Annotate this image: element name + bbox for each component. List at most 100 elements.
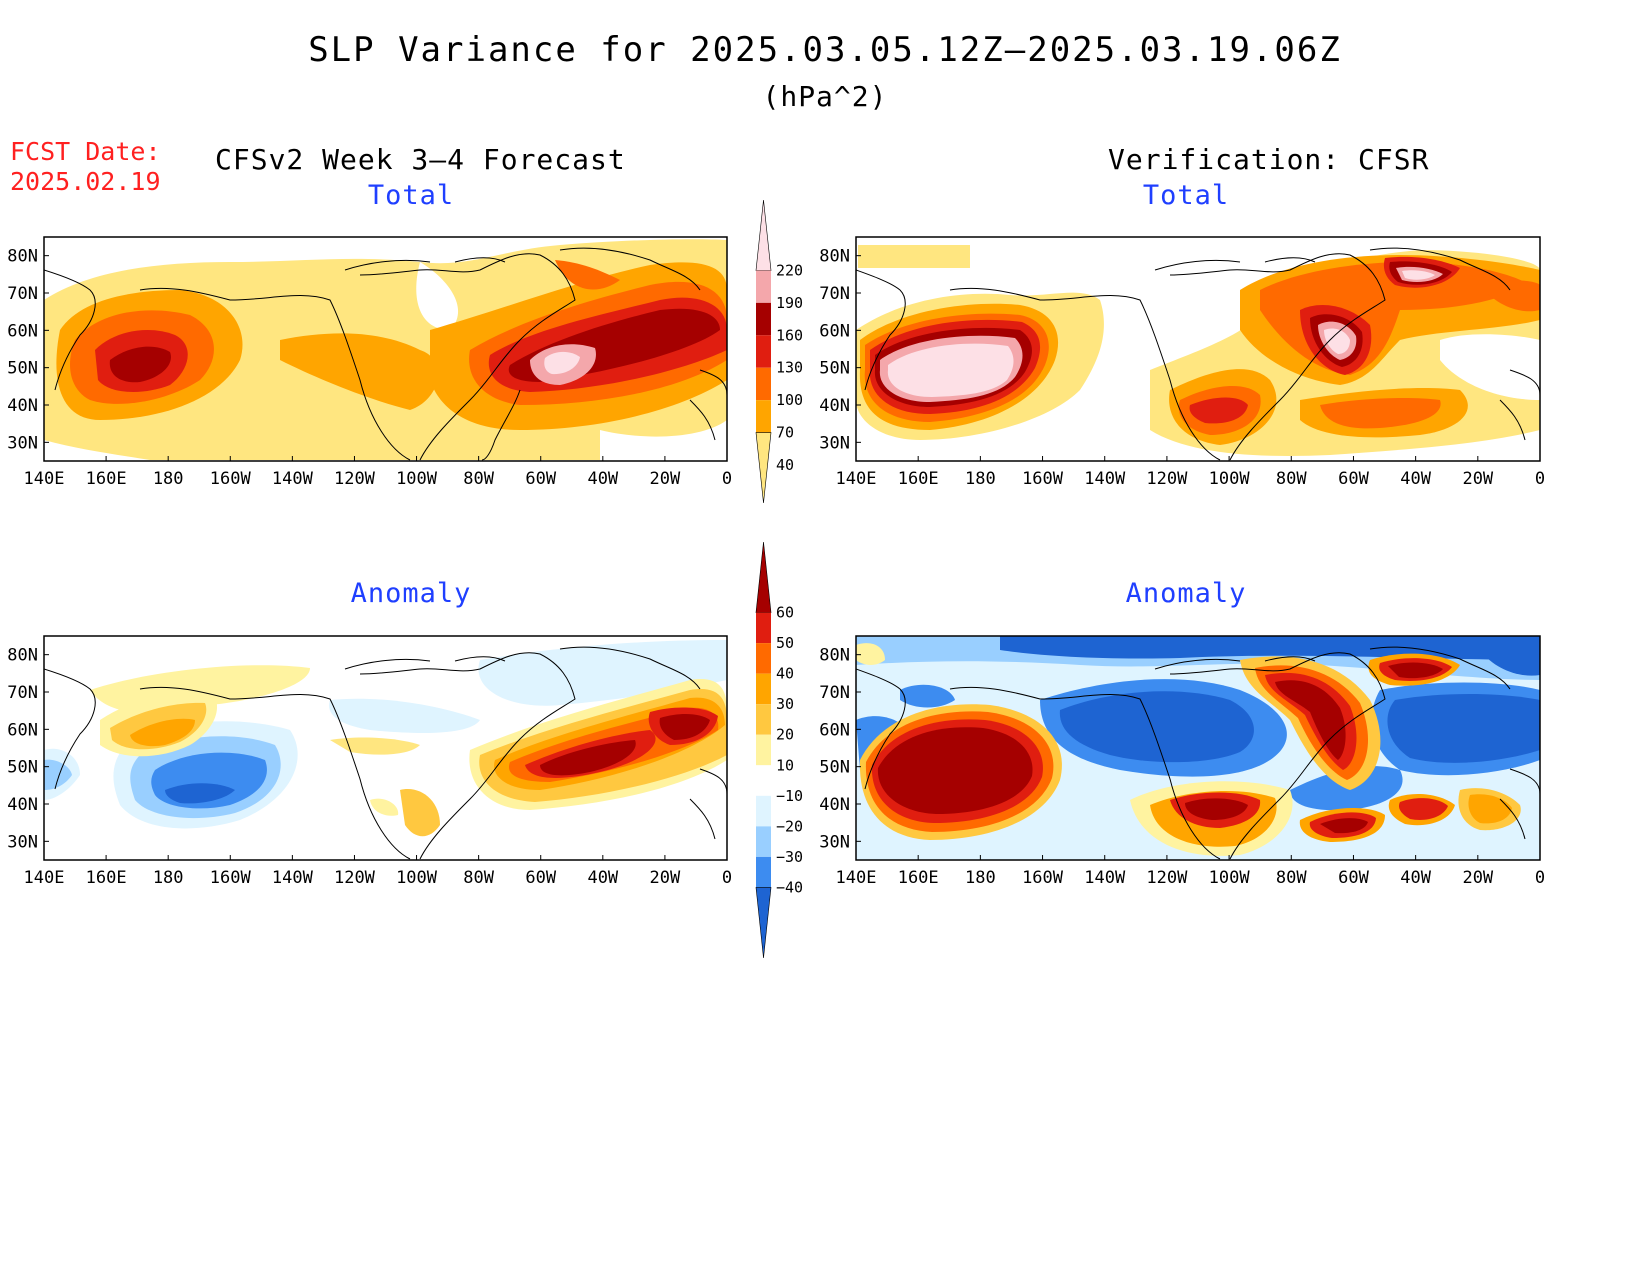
lon-tick-label: 60W bbox=[525, 469, 556, 489]
lon-tick-label: 20W bbox=[1462, 868, 1493, 888]
fcst-date-block: FCST Date: 2025.02.19 bbox=[10, 137, 161, 197]
colorbar-label: −10 bbox=[776, 787, 803, 805]
lon-tick-label: 80W bbox=[1276, 469, 1307, 489]
panel-title-fcst-total: Total bbox=[367, 180, 455, 211]
coastlines bbox=[44, 247, 1540, 860]
colorbar-swatch bbox=[755, 887, 772, 959]
lon-tick-label: 140W bbox=[1084, 868, 1126, 888]
colorbar-swatch bbox=[756, 400, 771, 433]
lat-tick-label: 60N bbox=[7, 720, 38, 740]
lat-tick-label: 50N bbox=[819, 758, 850, 778]
lon-tick-label: 100W bbox=[396, 868, 438, 888]
colorbar-label: −40 bbox=[776, 878, 803, 896]
lat-tick-label: 30N bbox=[819, 433, 850, 453]
lon-tick-label: 120W bbox=[1146, 469, 1188, 489]
colorbar-label: 160 bbox=[776, 326, 803, 344]
frame-verif-total bbox=[855, 236, 1541, 462]
lat-tick-label: 40N bbox=[819, 795, 850, 815]
colorbar-label: 70 bbox=[776, 424, 794, 442]
lat-tick-label: 80N bbox=[819, 247, 850, 267]
main-title: SLP Variance for 2025.03.05.12Z–2025.03.… bbox=[308, 30, 1342, 70]
lat-tick-label: 30N bbox=[7, 832, 38, 852]
lat-tick-label: 80N bbox=[819, 646, 850, 666]
lon-tick-label: 180 bbox=[153, 469, 184, 489]
colorbar-anomaly: 60 50 40 30 20 10 −10 −20 −30 −40 bbox=[755, 541, 803, 959]
lon-tick-label: 80W bbox=[463, 868, 494, 888]
lon-tick-label: 140E bbox=[24, 868, 65, 888]
lon-tick-label: 0 bbox=[722, 469, 732, 489]
units-label: (hPa^2) bbox=[762, 80, 888, 113]
lon-tick-label: 120W bbox=[334, 868, 376, 888]
colorbar-total: 220 190 160 130 100 70 40 bbox=[755, 199, 803, 504]
colorbar-label: 30 bbox=[776, 695, 794, 713]
colorbar-label: 10 bbox=[776, 756, 794, 774]
forecast-heading: CFSv2 Week 3–4 Forecast bbox=[215, 143, 626, 176]
panel-title-fcst-anomaly: Anomaly bbox=[350, 578, 472, 609]
colorbar-label: 50 bbox=[776, 634, 794, 652]
colorbar-swatch bbox=[756, 367, 771, 401]
lon-tick-label: 140W bbox=[272, 469, 314, 489]
axes-layer: 80N 70N 60N 50N 40N 30N 140E 160E 180 160W 140W 120… bbox=[7, 247, 1545, 888]
lon-tick-label: 40W bbox=[1400, 868, 1431, 888]
lon-tick-label: 60W bbox=[525, 868, 556, 888]
lat-tick-label: 40N bbox=[819, 396, 850, 416]
lat-tick-label: 80N bbox=[7, 247, 38, 267]
lon-tick-label: 140E bbox=[836, 469, 877, 489]
colorbar-label: 40 bbox=[776, 456, 794, 474]
colorbar-swatch bbox=[756, 795, 771, 827]
colorbar-label: −20 bbox=[776, 817, 803, 835]
lon-tick-label: 180 bbox=[153, 868, 184, 888]
fcst-date-value: 2025.02.19 bbox=[10, 167, 161, 196]
colorbar-label: 190 bbox=[776, 294, 803, 312]
lat-tick-label: 60N bbox=[7, 321, 38, 341]
lon-tick-label: 40W bbox=[587, 868, 618, 888]
lat-tick-label: 50N bbox=[819, 359, 850, 379]
lon-tick-label: 40W bbox=[1400, 469, 1431, 489]
lon-tick-label: 140W bbox=[272, 868, 314, 888]
lat-tick-label: 60N bbox=[819, 720, 850, 740]
lon-tick-label: 60W bbox=[1338, 868, 1369, 888]
lon-tick-label: 160W bbox=[1022, 469, 1064, 489]
lat-tick-label: 50N bbox=[7, 758, 38, 778]
lon-tick-label: 180 bbox=[965, 469, 996, 489]
panel-title-verif-anomaly: Anomaly bbox=[1125, 578, 1247, 609]
colorbar-swatch bbox=[756, 270, 771, 303]
map-fcst-anomaly bbox=[44, 636, 727, 860]
colorbar-swatch bbox=[755, 432, 772, 504]
lat-tick-label: 30N bbox=[819, 832, 850, 852]
lon-tick-label: 160E bbox=[898, 469, 939, 489]
colorbar-swatch bbox=[756, 856, 771, 888]
map-verif-total bbox=[856, 237, 1540, 461]
lon-tick-label: 140E bbox=[836, 868, 877, 888]
lat-tick-label: 30N bbox=[7, 433, 38, 453]
lon-tick-label: 100W bbox=[1209, 868, 1251, 888]
colorbar-label: 60 bbox=[776, 604, 794, 622]
frame-fcst-total bbox=[43, 236, 728, 462]
colorbar-label: 40 bbox=[776, 665, 794, 683]
colorbar-swatch bbox=[756, 673, 771, 705]
verification-heading: Verification: CFSR bbox=[1108, 143, 1430, 176]
colorbar-swatch bbox=[756, 704, 771, 735]
lon-tick-label: 0 bbox=[722, 868, 732, 888]
colorbar-label: 220 bbox=[776, 261, 803, 279]
lon-tick-label: 0 bbox=[1535, 868, 1545, 888]
lon-tick-label: 160W bbox=[210, 868, 252, 888]
lon-tick-label: 20W bbox=[1462, 469, 1493, 489]
lon-tick-label: 20W bbox=[650, 469, 681, 489]
lon-tick-label: 120W bbox=[334, 469, 376, 489]
colorbar-label: 100 bbox=[776, 391, 803, 409]
lat-tick-label: 70N bbox=[819, 683, 850, 703]
lon-tick-label: 180 bbox=[965, 868, 996, 888]
lon-tick-label: 120W bbox=[1146, 868, 1188, 888]
lat-tick-label: 70N bbox=[7, 683, 38, 703]
frame-verif-anomaly bbox=[855, 635, 1541, 861]
lat-tick-label: 50N bbox=[7, 359, 38, 379]
lon-tick-label: 160E bbox=[86, 868, 127, 888]
lon-tick-label: 140E bbox=[24, 469, 65, 489]
lon-tick-label: 0 bbox=[1535, 469, 1545, 489]
lon-tick-label: 20W bbox=[650, 868, 681, 888]
lat-tick-label: 60N bbox=[819, 321, 850, 341]
lat-tick-label: 80N bbox=[7, 646, 38, 666]
map-verif-anomaly bbox=[856, 636, 1540, 860]
